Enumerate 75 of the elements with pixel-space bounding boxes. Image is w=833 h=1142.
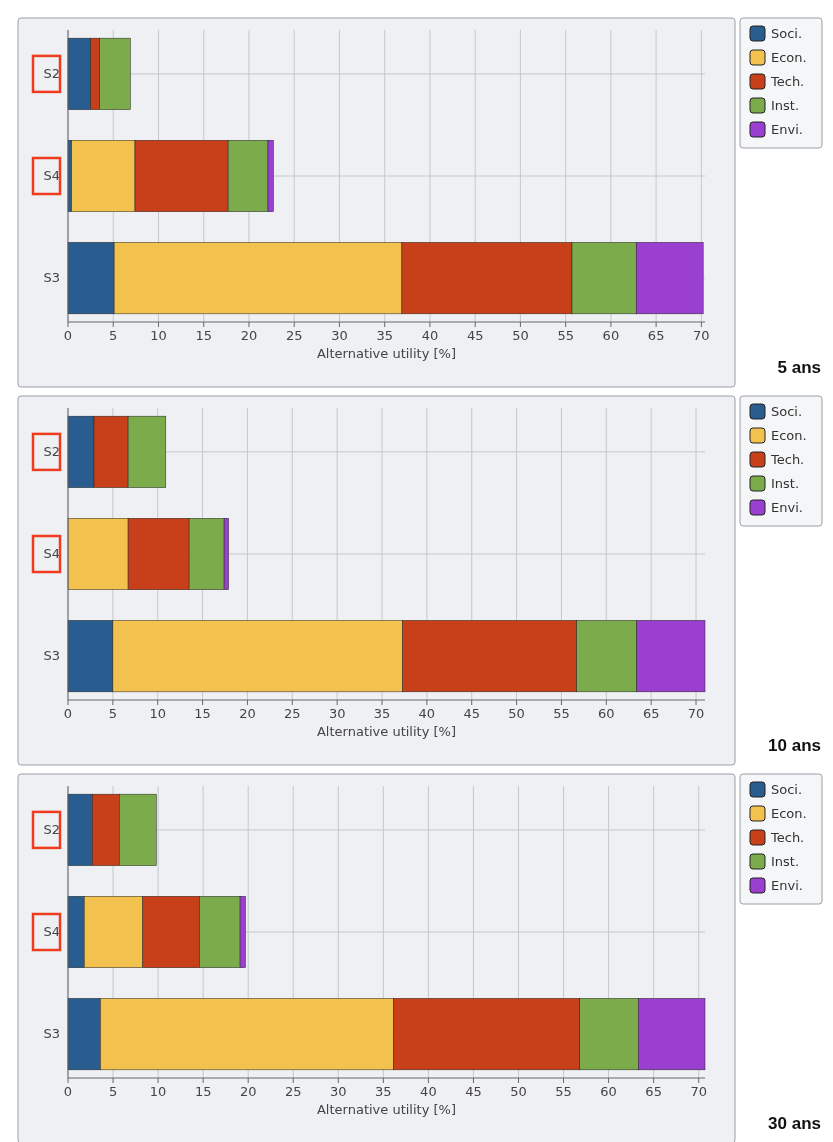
y-tick-label: S4 [43,546,60,561]
legend-label: Inst. [771,854,800,869]
x-tick-label: 10 [149,706,166,721]
text: 5 ans [777,358,821,377]
legend-label: Econ. [771,806,807,821]
x-tick-label: 10 [150,328,167,343]
x-tick-label: 40 [420,1084,437,1099]
x-tick-label: 5 [108,706,117,721]
x-tick-label: 55 [553,706,570,721]
x-axis-title: Alternative utility [%] [316,1102,457,1117]
x-tick-label: 15 [194,706,211,721]
x-tick-label: 70 [693,328,710,343]
x-tick-label: 5 [109,328,118,343]
x-tick-label: 15 [194,1084,212,1099]
legend-label: Envi. [771,878,803,893]
x-tick-label: 35 [375,1084,392,1099]
legend-label: Econ. [771,50,807,65]
x-tick-label: 50 [510,1084,527,1099]
x-tick-label: 30 [328,706,346,721]
y-tick-label: S4 [43,168,60,183]
x-tick-label: 70 [690,1084,707,1099]
legend-label: Tech. [770,74,805,89]
x-tick-label: 50 [508,706,525,721]
y-tick-label: S2 [43,443,60,459]
legend-label: Envi. [771,500,803,515]
x-tick-label: 55 [557,328,574,343]
legend-label: Envi. [771,122,803,137]
x-tick-label: 20 [239,1084,257,1099]
x-tick-label: 25 [284,1084,302,1099]
x-tick-label: 45 [463,706,481,721]
y-tick-label: S2 [43,65,60,81]
x-tick-label: 45 [466,328,484,343]
text: 10 ans [768,736,821,755]
x-tick-label: 30 [330,1084,347,1099]
x-tick-label: 50 [512,328,529,343]
x-tick-label: 15 [195,328,212,343]
x-tick-label: 20 [240,328,258,343]
x-tick-label: 60 [600,1084,617,1099]
x-tick-label: 0 [63,1084,73,1099]
x-tick-label: 0 [63,328,73,343]
y-tick-label: S2 [43,821,60,837]
legend-label: Econ. [771,428,807,443]
legend-label: Tech. [770,452,805,467]
text: 30 ans [768,1114,821,1133]
x-tick-label: 65 [647,328,665,343]
x-tick-label: 25 [284,706,301,721]
x-tick-label: 55 [555,1084,572,1099]
x-tick-label: 60 [598,706,615,721]
x-tick-label: 40 [421,328,439,343]
x-tick-label: 65 [642,706,660,721]
legend-label: Inst. [771,476,800,491]
x-tick-label: 60 [602,328,620,343]
y-tick-label: S3 [43,270,60,286]
x-tick-label: 10 [149,1084,167,1099]
x-tick-label: 40 [418,706,436,721]
x-tick-label: 35 [376,328,393,343]
x-tick-label: 0 [63,706,73,721]
y-tick-label: S3 [43,1026,60,1042]
x-tick-label: 35 [373,706,391,721]
y-tick-label: S4 [43,924,60,939]
x-tick-label: 25 [285,328,303,343]
legend-label: Soci. [771,26,803,41]
y-tick-label: S3 [43,648,60,664]
x-tick-label: 5 [108,1084,118,1099]
x-axis-title: Alternative utility [%] [316,724,457,739]
x-tick-label: 65 [645,1084,662,1099]
x-axis-title: Alternative utility [%] [316,346,457,361]
legend-label: Soci. [771,782,803,797]
legend-label: Soci. [771,404,803,419]
legend-label: Inst. [771,98,800,113]
x-tick-label: 30 [331,328,348,343]
x-tick-label: 45 [465,1084,482,1099]
x-tick-label: 70 [687,706,705,721]
x-tick-label: 20 [239,706,256,721]
legend-label: Tech. [770,830,805,845]
